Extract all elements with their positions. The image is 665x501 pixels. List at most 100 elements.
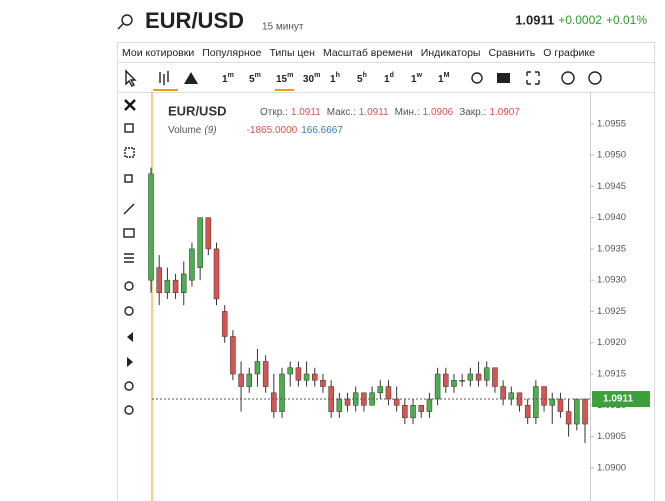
y-tick-label: 1.0930 [597, 275, 626, 286]
search-icon[interactable] [121, 14, 133, 26]
candle-body [565, 411, 572, 425]
timeframe-unit: m [287, 72, 293, 79]
candle-body [402, 405, 408, 419]
candle-body [303, 373, 310, 381]
timeframe-number: 5 [357, 74, 363, 85]
volume-info: Volume (9) -1865.0000 166.6667 [168, 125, 343, 136]
timeframe-button[interactable]: 30m [303, 72, 320, 85]
fullscreen-icon[interactable] [526, 71, 540, 85]
timeframe-button[interactable]: 1h [330, 72, 340, 85]
reset-tool[interactable] [124, 405, 134, 415]
candle-body [434, 373, 441, 400]
timeframe-button[interactable]: 1M [438, 72, 450, 85]
copy-tool[interactable] [124, 174, 133, 183]
y-tick-label: 1.0940 [597, 212, 626, 223]
candle-body [344, 398, 351, 406]
volume-label: Volume [168, 125, 202, 136]
timeframe-button[interactable]: 1d [384, 72, 394, 85]
candle-body [582, 398, 588, 425]
candle-body [205, 217, 212, 250]
candle-body [312, 373, 318, 381]
candle-body [213, 248, 220, 300]
ohlc-label: Откр.: [260, 107, 288, 118]
timeframe-button[interactable]: 5h [357, 72, 367, 85]
volume-value: -1865.0000 [247, 125, 298, 136]
candle-body [271, 392, 277, 412]
cursor-icon[interactable] [125, 69, 137, 87]
candle-body [221, 311, 228, 337]
volume-value: 166.6667 [301, 125, 343, 136]
search-icon-handle [117, 23, 124, 30]
candle-body [410, 405, 416, 419]
menu-item[interactable]: Индикаторы [421, 47, 481, 59]
timeframe-unit: m [255, 72, 261, 79]
candle-body [483, 367, 490, 381]
candles-icon[interactable] [159, 71, 169, 85]
candle-body [295, 367, 302, 381]
crop-tool[interactable] [124, 147, 135, 158]
candle-body [533, 386, 539, 419]
candle-body [320, 380, 326, 387]
ohlc-value: 1.0911 [291, 107, 321, 118]
timeframe-button[interactable]: 5m [249, 72, 261, 85]
fib-tool[interactable] [124, 253, 134, 263]
change: +0.0002 [558, 13, 602, 27]
y-tick-label: 1.0905 [597, 431, 626, 442]
menu-item[interactable]: Популярное [202, 47, 261, 59]
menu-item[interactable]: Мои котировки [122, 47, 194, 59]
candle-body [172, 279, 179, 293]
candle-body [393, 398, 400, 406]
scroll-right[interactable] [127, 357, 133, 367]
select-tool[interactable] [124, 123, 134, 133]
menu-item[interactable]: Масштаб времени [323, 47, 413, 59]
menu-item[interactable]: О графике [543, 47, 595, 59]
timeframe-unit: h [363, 72, 367, 79]
candle-body [451, 380, 457, 387]
change-pct: +0.01% [606, 13, 647, 27]
y-tick-label: 1.0950 [597, 150, 626, 161]
candle-body [557, 398, 564, 412]
candle-body [459, 380, 465, 382]
candle-body [238, 373, 244, 387]
symbol: EUR/USD [145, 8, 244, 33]
line-tool[interactable] [123, 203, 135, 215]
candle-body [377, 386, 384, 394]
candle-body [443, 373, 449, 387]
candle-body [336, 398, 343, 412]
candle-body [181, 273, 187, 293]
rect-tool[interactable] [123, 228, 135, 238]
camera-icon[interactable] [497, 73, 510, 83]
zoom-out-tool[interactable] [124, 306, 134, 316]
candle-body [475, 373, 482, 381]
download-icon[interactable] [561, 71, 575, 85]
candle-body [254, 361, 261, 375]
y-tick-label: 1.0925 [597, 306, 626, 317]
timeframe-unit: d [390, 72, 394, 79]
zoom-in-tool[interactable] [124, 281, 134, 291]
timeframe-number: 5 [249, 74, 255, 85]
candle-body [508, 392, 515, 400]
scroll-left[interactable] [127, 332, 133, 342]
close-tool[interactable] [124, 99, 136, 111]
timeframe-button[interactable]: 1m [222, 72, 234, 85]
menu-item[interactable]: Типы цен [269, 47, 315, 59]
y-tick-label: 1.0945 [597, 181, 626, 192]
magnet-tool[interactable] [124, 381, 134, 391]
candle-body [262, 361, 269, 387]
ohlc-value: 1.0907 [489, 107, 520, 118]
upload-icon[interactable] [588, 71, 602, 85]
timeframe-button[interactable]: 15m [276, 72, 293, 85]
settings-icon[interactable] [471, 72, 483, 84]
candle-body [467, 373, 474, 381]
candle-body [287, 367, 293, 375]
timeframe-number: 1 [411, 74, 417, 85]
candle-body [541, 386, 547, 406]
y-tick-label: 1.0920 [597, 337, 626, 348]
area-icon[interactable] [184, 72, 198, 84]
timeframe-unit: m [228, 72, 234, 79]
menu-item[interactable]: Сравнить [488, 47, 535, 59]
candle-body [148, 173, 154, 281]
timeframe-button[interactable]: 1w [411, 72, 423, 85]
timeframe-number: 15 [276, 74, 288, 85]
